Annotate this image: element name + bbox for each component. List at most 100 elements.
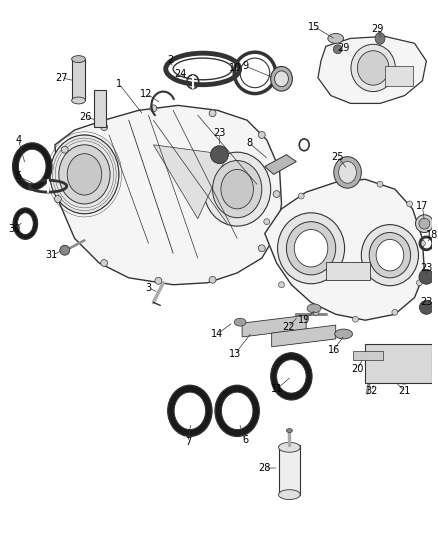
Bar	[326, 262, 370, 280]
Ellipse shape	[54, 196, 61, 203]
Ellipse shape	[369, 232, 410, 278]
Ellipse shape	[59, 145, 110, 204]
Ellipse shape	[376, 239, 404, 271]
Ellipse shape	[294, 230, 328, 267]
Ellipse shape	[215, 385, 259, 437]
Ellipse shape	[351, 44, 396, 92]
Ellipse shape	[264, 219, 270, 224]
Polygon shape	[265, 179, 424, 320]
Polygon shape	[265, 155, 296, 174]
Ellipse shape	[353, 316, 358, 322]
Ellipse shape	[275, 71, 288, 87]
Text: 4: 4	[15, 135, 21, 145]
Text: 15: 15	[308, 21, 320, 31]
Ellipse shape	[211, 146, 228, 164]
Ellipse shape	[375, 33, 385, 44]
Ellipse shape	[212, 160, 262, 217]
Ellipse shape	[13, 143, 52, 190]
Ellipse shape	[101, 260, 108, 266]
Text: 32: 32	[365, 386, 378, 396]
Ellipse shape	[72, 97, 85, 104]
Text: 12: 12	[140, 88, 153, 99]
Ellipse shape	[101, 124, 108, 131]
Text: 8: 8	[246, 138, 252, 148]
Text: 10: 10	[229, 63, 241, 73]
Ellipse shape	[13, 208, 38, 239]
Text: 5: 5	[15, 171, 21, 181]
Polygon shape	[153, 145, 227, 219]
Ellipse shape	[406, 201, 413, 207]
Ellipse shape	[18, 149, 46, 184]
Ellipse shape	[174, 392, 206, 430]
Ellipse shape	[209, 276, 216, 283]
Text: 2: 2	[167, 55, 173, 65]
Ellipse shape	[357, 51, 389, 85]
Ellipse shape	[338, 179, 343, 185]
Text: 16: 16	[328, 345, 340, 355]
Ellipse shape	[258, 132, 265, 139]
Ellipse shape	[392, 309, 398, 316]
Ellipse shape	[279, 442, 300, 452]
Ellipse shape	[72, 55, 85, 62]
Ellipse shape	[276, 360, 306, 393]
Ellipse shape	[150, 105, 157, 112]
Text: 21: 21	[399, 386, 411, 396]
Ellipse shape	[279, 490, 300, 499]
Text: 23: 23	[420, 297, 433, 308]
Ellipse shape	[271, 353, 312, 400]
Ellipse shape	[209, 110, 216, 117]
Ellipse shape	[168, 385, 212, 437]
Ellipse shape	[221, 169, 254, 209]
Text: 19: 19	[298, 315, 310, 325]
Text: 29: 29	[371, 23, 383, 34]
Ellipse shape	[271, 67, 292, 91]
Text: 11: 11	[271, 384, 283, 394]
Ellipse shape	[61, 146, 68, 153]
Text: 14: 14	[212, 329, 223, 339]
Ellipse shape	[18, 213, 33, 235]
Text: 26: 26	[79, 112, 92, 122]
Text: 27: 27	[56, 73, 68, 83]
Ellipse shape	[420, 240, 425, 246]
Ellipse shape	[278, 213, 345, 284]
Text: 3: 3	[145, 282, 152, 293]
Text: 23: 23	[420, 263, 433, 273]
Text: 7: 7	[185, 438, 191, 447]
Ellipse shape	[417, 280, 422, 286]
Ellipse shape	[420, 301, 433, 314]
Text: 6: 6	[242, 435, 248, 446]
Ellipse shape	[298, 193, 304, 199]
Text: 25: 25	[332, 151, 344, 161]
Bar	[385, 66, 413, 86]
Ellipse shape	[204, 152, 271, 226]
Text: 24: 24	[174, 69, 186, 79]
Ellipse shape	[60, 245, 70, 255]
Ellipse shape	[234, 318, 246, 326]
Ellipse shape	[286, 222, 336, 275]
Ellipse shape	[222, 392, 253, 430]
Ellipse shape	[328, 34, 343, 43]
Bar	[365, 344, 432, 383]
Text: 23: 23	[213, 128, 226, 138]
Text: 9: 9	[242, 61, 248, 71]
Text: 18: 18	[426, 230, 438, 240]
Ellipse shape	[286, 429, 292, 433]
Text: 29: 29	[337, 43, 350, 53]
Bar	[94, 90, 106, 127]
Bar	[353, 351, 383, 360]
Text: 30: 30	[8, 223, 21, 233]
Ellipse shape	[377, 181, 383, 187]
Bar	[279, 446, 300, 495]
Ellipse shape	[419, 270, 434, 284]
Ellipse shape	[313, 309, 319, 316]
Ellipse shape	[333, 45, 342, 54]
Ellipse shape	[258, 245, 265, 252]
Ellipse shape	[50, 135, 119, 214]
Ellipse shape	[339, 161, 357, 183]
Ellipse shape	[361, 224, 418, 286]
Ellipse shape	[307, 304, 321, 313]
Text: 13: 13	[229, 349, 241, 359]
Polygon shape	[318, 36, 426, 103]
Ellipse shape	[419, 218, 430, 229]
Ellipse shape	[67, 154, 102, 195]
